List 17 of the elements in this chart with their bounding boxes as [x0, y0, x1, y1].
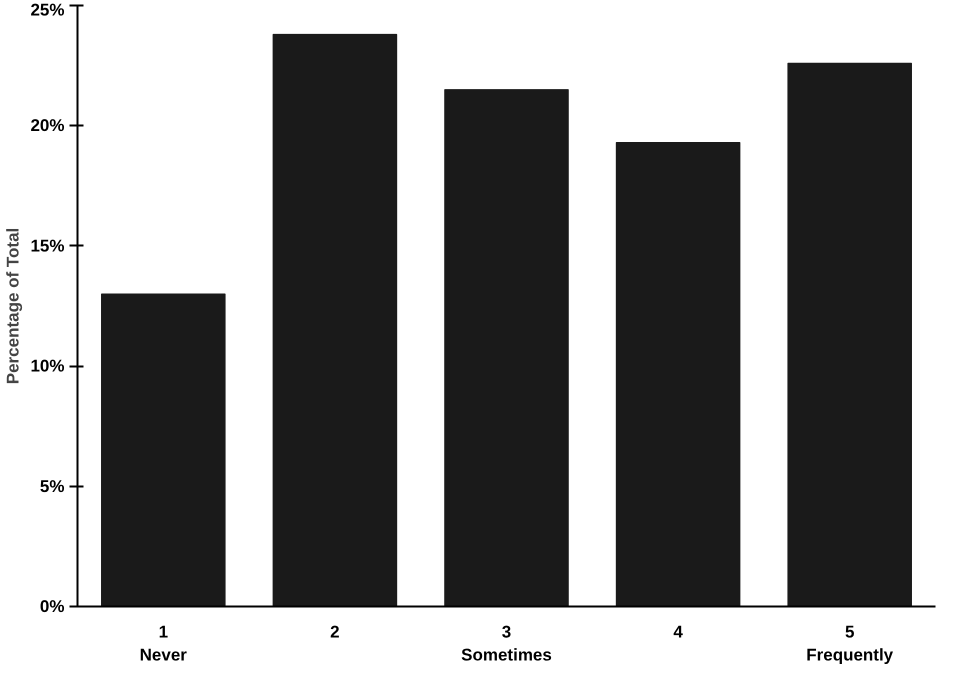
y-tick-label: 15% — [30, 236, 65, 256]
x-tick-label: 3 Sometimes — [461, 622, 552, 664]
x-tick-label: 5 Frequently — [806, 622, 894, 664]
bar — [616, 142, 740, 606]
bar — [101, 293, 226, 606]
y-axis-title: Percentage of Total — [3, 228, 22, 384]
y-tick-label: 20% — [30, 116, 65, 136]
y-tick-label: 25% — [30, 0, 65, 20]
y-tick-label: 10% — [30, 356, 65, 376]
x-tick-label: 2 — [330, 622, 340, 642]
x-tick-label: 1 Never — [140, 622, 188, 664]
bar — [787, 62, 912, 606]
y-tick-label: 5% — [40, 476, 65, 496]
y-tick-label: 0% — [40, 597, 65, 616]
bar — [444, 89, 569, 606]
bar — [272, 34, 398, 606]
x-tick-label: 4 — [673, 622, 684, 642]
